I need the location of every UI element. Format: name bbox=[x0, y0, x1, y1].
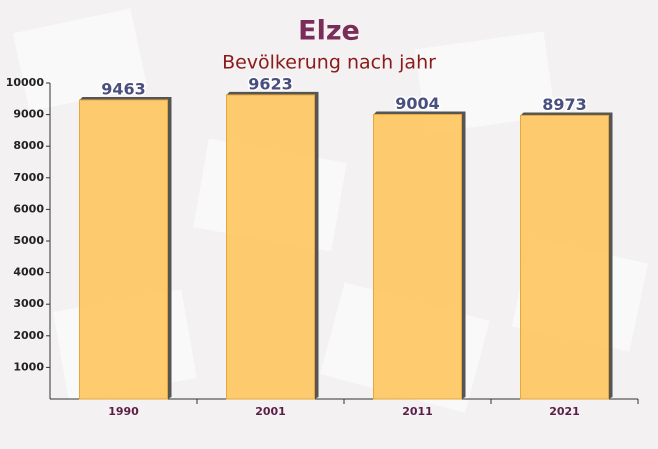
x-tick-label: 2001 bbox=[255, 405, 286, 418]
bar bbox=[79, 99, 168, 400]
y-tick-label: 2000 bbox=[13, 329, 44, 342]
bar bbox=[226, 94, 315, 400]
y-tick-label: 1000 bbox=[13, 360, 44, 373]
x-tick-label: 1990 bbox=[108, 405, 139, 418]
chart-title: Elze bbox=[298, 16, 360, 47]
y-tick-label: 7000 bbox=[13, 171, 44, 184]
bar bbox=[373, 113, 462, 400]
bar bbox=[520, 114, 609, 400]
y-tick-label: 10000 bbox=[6, 76, 45, 89]
data-label: 9004 bbox=[395, 94, 440, 113]
data-label: 9623 bbox=[248, 74, 293, 93]
chart-subtitle: Bevölkerung nach jahr bbox=[222, 52, 436, 74]
y-tick-label: 3000 bbox=[13, 297, 44, 310]
data-label: 8973 bbox=[542, 95, 587, 114]
x-tick-label: 2021 bbox=[549, 405, 580, 418]
y-tick-label: 6000 bbox=[13, 202, 44, 215]
y-tick-label: 4000 bbox=[13, 266, 44, 279]
y-tick-label: 5000 bbox=[13, 234, 44, 247]
y-tick-label: 9000 bbox=[13, 108, 44, 121]
data-label: 9463 bbox=[101, 79, 146, 98]
x-tick-label: 2011 bbox=[402, 405, 433, 418]
y-tick-label: 8000 bbox=[13, 139, 44, 152]
